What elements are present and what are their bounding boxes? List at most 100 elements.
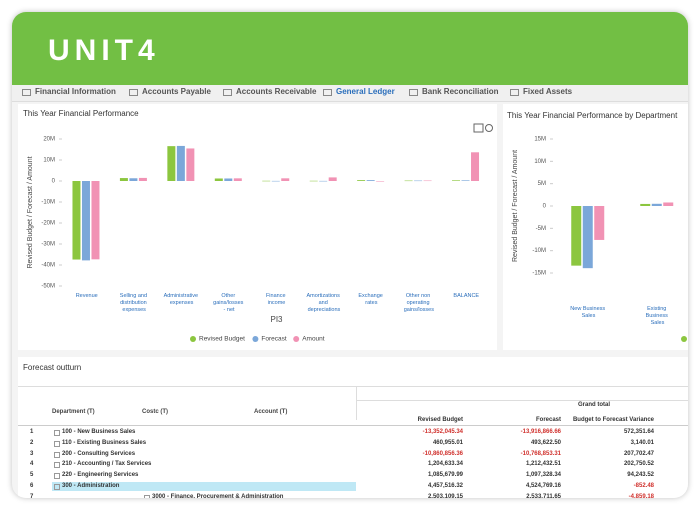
nav-icon [510, 89, 519, 96]
measure-header: Forecast [535, 417, 561, 423]
y-tick-label: 15M [534, 137, 546, 143]
y-tick-label: -20M [41, 221, 55, 227]
legend-swatch [252, 336, 259, 342]
value-cell: -4,859.18 [628, 493, 654, 498]
legend-label: Revised Budget [199, 336, 245, 343]
bar [214, 178, 223, 181]
value-cell: 94,243.52 [627, 472, 654, 479]
nav-item[interactable]: Bank Reconciliation [422, 87, 499, 96]
x-tick-label: BALANCE [453, 293, 479, 299]
nav-item[interactable]: General Ledger [336, 87, 395, 96]
nav-item[interactable]: Accounts Receivable [236, 87, 317, 96]
column-header: Account (T) [254, 409, 288, 415]
expand-toggle[interactable] [54, 430, 60, 436]
row-index: 6 [30, 483, 34, 489]
y-tick-label: -10M [41, 200, 55, 206]
y-tick-label: -10M [532, 248, 546, 254]
chart: 20M 10M 0 -10M -20M -30M -40M -50M Revised Budge… [27, 123, 493, 343]
y-tick-label: 0 [543, 204, 547, 210]
legend-swatch [681, 336, 687, 342]
table-toggle[interactable] [473, 123, 484, 133]
nav-item[interactable]: Financial Information [35, 87, 116, 96]
value-cell: 2,503,109.15 [427, 493, 463, 498]
bar [72, 181, 81, 260]
measure-header: Budget to Forecast Variance [572, 417, 654, 423]
panel-title: This Year Financial Performance by Depar… [507, 111, 678, 120]
value-cell: 1,097,328.34 [525, 472, 561, 479]
y-tick-label: -5M [536, 226, 546, 232]
y-axis-label: Revised Budget / Forecast / Amount [27, 156, 34, 268]
bar [138, 177, 147, 181]
chart: 15M 10M 5M 0 -5M -10M -15M Revised Budget / For… [512, 137, 687, 342]
bar [309, 180, 318, 182]
bar [423, 180, 432, 182]
y-tick-label: -50M [41, 284, 55, 290]
value-cell: 2,533,711.65 [526, 493, 561, 498]
x-axis-label: PI3 [270, 315, 283, 324]
app-window: UNIT4 Financial Information Accounts Paya… [12, 12, 688, 498]
value-cell: -10,860,856.36 [422, 450, 463, 457]
value-cell: 493,622.50 [530, 439, 561, 446]
costc: 3000 - Finance, Procurement & Administra… [152, 493, 284, 498]
value-cell: 202,750.52 [623, 461, 654, 468]
bar [640, 203, 651, 206]
department: 200 - Consulting Services [62, 450, 136, 457]
expand-toggle[interactable] [54, 440, 60, 447]
x-tick-label: Finance income [266, 293, 287, 306]
bar [461, 180, 470, 181]
logo: UNIT4 [48, 34, 160, 67]
column-header: Department (T) [52, 409, 95, 415]
legend-swatch [190, 336, 196, 342]
department: 100 - New Business Sales [62, 429, 136, 435]
value-cell: 460,955.01 [432, 439, 463, 446]
table-panel: Forecast outturn Department (T) Costc (T)… [18, 357, 688, 498]
row-index: 4 [30, 461, 34, 468]
legend-label: Forecast [261, 336, 286, 343]
department: 110 - Existing Business Sales [62, 439, 147, 446]
value-cell: 4,524,769.16 [525, 483, 561, 489]
expand-toggle[interactable] [54, 451, 60, 458]
selected-cell [52, 482, 356, 491]
legend-label: Amount [302, 336, 325, 343]
nav-item[interactable]: Fixed Assets [523, 87, 573, 96]
value-cell: -13,352,045.34 [422, 429, 463, 435]
expand-toggle[interactable] [54, 473, 60, 480]
row-index: 5 [30, 472, 34, 479]
value-cell: -852.48 [633, 483, 654, 489]
bar [366, 180, 375, 181]
bar [319, 180, 328, 182]
bar [571, 206, 582, 266]
expand-toggle[interactable] [54, 462, 60, 469]
bar [414, 180, 423, 182]
nav-item[interactable]: Accounts Payable [142, 87, 211, 96]
y-tick-label: -15M [532, 271, 546, 277]
bar [233, 178, 242, 181]
expand-toggle[interactable] [144, 494, 150, 498]
department: 220 - Engineering Services [62, 472, 139, 479]
bar [186, 148, 195, 181]
value-cell: 1,085,679.99 [427, 472, 463, 479]
value-cell: 1,212,432.51 [525, 461, 561, 468]
nav-icon [223, 89, 232, 96]
value-cell: 3,140.01 [630, 439, 654, 446]
header-bottom [18, 425, 688, 426]
value-cell: 572,351.64 [623, 429, 654, 435]
nav-icon [409, 89, 418, 96]
column-header: Costc (T) [142, 409, 168, 415]
bar [404, 180, 413, 182]
x-tick-label: Exchange rates [358, 293, 384, 306]
y-tick-label: 5M [538, 181, 546, 187]
group-line [357, 400, 688, 401]
nav-bar: Financial Information Accounts Payable Acc… [12, 85, 688, 102]
refresh-button[interactable] [485, 124, 493, 132]
bar [91, 181, 100, 260]
measure-header: Revised Budget [417, 417, 463, 423]
bar [271, 180, 280, 182]
y-tick-label: -30M [41, 242, 55, 248]
x-tick-label: Other gains/losses - net [213, 293, 245, 313]
bar [376, 181, 385, 182]
expand-toggle[interactable] [54, 484, 60, 490]
value-cell: 1,204,633.34 [427, 461, 463, 468]
nav-icon [22, 89, 31, 96]
x-tick-label: Existing Business Sales [646, 306, 670, 326]
